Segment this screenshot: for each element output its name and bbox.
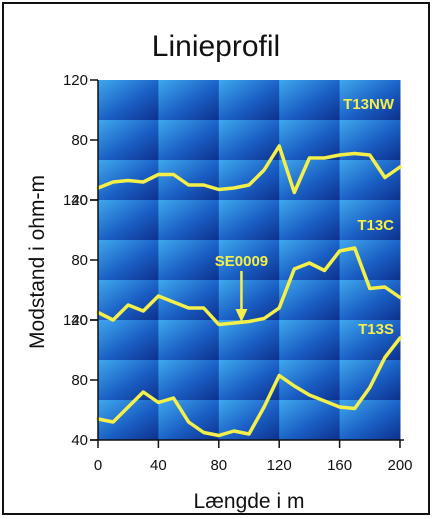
series-label-t13nw: T13NW <box>343 96 395 113</box>
background-tile <box>339 80 401 121</box>
background-tile <box>218 200 280 241</box>
y-tick-label: 40 <box>71 192 88 209</box>
background-tile <box>218 80 280 121</box>
background-tile <box>158 240 220 281</box>
annotation-label: SE0009 <box>215 253 268 270</box>
background-tile <box>158 80 220 121</box>
background-tile <box>98 280 159 321</box>
background-tile <box>158 200 220 241</box>
x-tick-label: 200 <box>387 457 412 474</box>
background-tile <box>339 160 401 201</box>
background-tile <box>158 360 220 401</box>
series-line-t13s <box>96 336 402 438</box>
series-label-t13c: T13C <box>357 217 394 234</box>
background-tile <box>279 80 341 121</box>
x-tick-label: 80 <box>210 457 227 474</box>
background-tile <box>339 400 401 441</box>
annotation-arrow-head <box>235 309 248 322</box>
background-tile <box>218 320 280 361</box>
background-tile <box>218 160 280 201</box>
background-tile <box>279 240 341 281</box>
background-tile <box>98 320 159 361</box>
y-tick-label: 80 <box>71 132 88 149</box>
background-tile <box>218 240 280 281</box>
background-tile <box>339 240 401 281</box>
panel-background <box>98 80 401 441</box>
background-tile <box>339 320 401 361</box>
background-tile <box>279 160 341 201</box>
background-tile <box>339 200 401 241</box>
background-tile <box>279 280 341 321</box>
background-tile <box>279 200 341 241</box>
y-axis-title: Modstand i ohm-m <box>26 175 49 349</box>
background-tile <box>279 120 341 161</box>
x-tick-label: 160 <box>327 457 352 474</box>
x-tick-label: 40 <box>150 457 167 474</box>
y-tick-label: 80 <box>71 372 88 389</box>
chart-labels: Linieprofil Længde i m Modstand i ohm-m <box>26 30 304 513</box>
background-tile <box>158 160 220 201</box>
background-tile <box>218 120 280 161</box>
chart-title: Linieprofil <box>152 30 280 63</box>
background-tile <box>158 120 220 161</box>
panels: T13NW T13C T13S SE0009 <box>96 96 402 438</box>
x-tick-label: 0 <box>94 457 102 474</box>
series-label-t13s: T13S <box>358 321 394 338</box>
background-tile <box>98 80 159 121</box>
y-tick-label: 120 <box>63 72 88 89</box>
background-tile <box>158 320 220 361</box>
y-tick-label: 120 <box>63 192 88 209</box>
y-tick-label: 40 <box>71 432 88 449</box>
background-tile <box>279 320 341 361</box>
y-tick-label: 40 <box>71 312 88 329</box>
y-tick-label: 80 <box>71 252 88 269</box>
x-axis-title: Længde i m <box>194 490 305 513</box>
series-line-t13nw <box>96 144 402 195</box>
background-tile <box>279 400 341 441</box>
background-tile <box>98 240 159 281</box>
background-tile <box>98 120 159 161</box>
x-tick-label: 120 <box>267 457 292 474</box>
series-line-t13c <box>96 246 402 327</box>
chart-frame <box>2 2 430 515</box>
background-tile <box>339 360 401 401</box>
background-tile <box>98 200 159 241</box>
y-tick-label: 120 <box>63 312 88 329</box>
